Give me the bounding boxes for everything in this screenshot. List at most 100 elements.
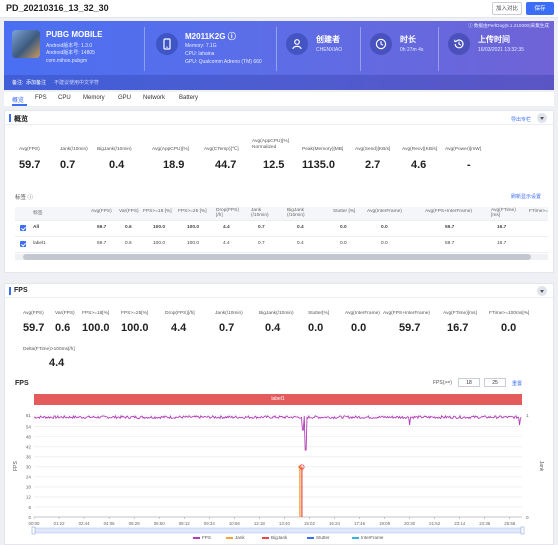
x-tick-label: 09:34 [204, 521, 216, 526]
legend-label: BigJank [271, 535, 288, 540]
column-header: Drop(FPS) [/h] [216, 208, 239, 218]
x-tick-label: 25:58 [504, 521, 516, 526]
reset-link[interactable]: 重置 [512, 381, 523, 387]
tab-cpu[interactable]: CPU [58, 95, 71, 101]
x-tick-label: 05:28 [129, 521, 141, 526]
metric-value: 12.5 [263, 159, 285, 171]
tab-memory[interactable]: Memory [83, 95, 105, 101]
creator-value: CHENXIAO [316, 47, 343, 53]
fps-threshold-input-1[interactable]: 18 [458, 378, 480, 387]
tab-overview[interactable]: 概览 [12, 98, 25, 104]
x-tick-label: 17:46 [354, 521, 366, 526]
range-slider [33, 527, 523, 534]
app-logo [12, 30, 40, 58]
creator-label: 创建者 [316, 35, 340, 44]
bigjank-event-point [299, 464, 305, 470]
chart-title: FPS [15, 380, 29, 387]
app-build: Android版本号: 14805 [46, 50, 95, 56]
metric-value: 0.6 [55, 322, 71, 334]
y-tick-label: 6 [28, 505, 31, 510]
row-checkbox[interactable] [20, 225, 26, 231]
table-row[interactable]: All 59.7 0.6 100.0 100.0 4.4 0.7 0.4 0.0… [15, 221, 548, 237]
legend-item-stutter[interactable]: Stutter [307, 535, 330, 540]
metric-label: Delta(FTime)>100ms[/h] [23, 347, 75, 352]
table-cell: 4.4 [223, 225, 230, 230]
column-header: Avg(FPS+InterFrame) [425, 209, 472, 214]
page-title: PD_20210316_13_32_30 [6, 3, 109, 13]
y-tick-label: 24 [26, 475, 32, 480]
label-section-title: 标签 ⓘ [15, 195, 34, 201]
table-cell: 16.7 [497, 225, 507, 230]
metric-value: - [467, 159, 471, 171]
x-tick-label: 23:14 [454, 521, 466, 526]
metric-label: Stutter[%] [308, 311, 330, 316]
y-tick-label: 42 [26, 445, 32, 450]
metric-label: Drop(FPS)[/h] [165, 311, 195, 316]
legend-label: Jank [235, 535, 245, 540]
phone-icon [156, 33, 178, 55]
remark-input[interactable]: 添加备注 [26, 79, 47, 86]
legend-swatch [307, 536, 314, 539]
row-checkbox[interactable] [20, 241, 26, 247]
legend-item-jank[interactable]: Jank [226, 535, 245, 540]
legend-item-bigjank[interactable]: BigJank [262, 535, 287, 540]
history-icon [448, 33, 470, 55]
table-cell: 0.0 [340, 225, 347, 230]
metric-label: Avg(FPS+InterFrame) [383, 311, 430, 316]
tab-gpu[interactable]: GPU [118, 95, 132, 101]
overview-card: 概览 导出专栏 Avg(FPS) 59.7 Jank(/10min) 0.7 B… [4, 110, 554, 273]
user-icon [286, 33, 308, 55]
clock-icon [370, 33, 392, 55]
table-cell: 0.6 [125, 241, 132, 246]
y-tick-label: 12 [26, 495, 32, 500]
save-button[interactable]: 保存 [526, 2, 554, 15]
duration-value: 0h 27m 4s [400, 47, 424, 53]
metric-label: Avg(Power)[mW] [445, 147, 482, 152]
collapse-icon[interactable] [537, 113, 547, 123]
y-tick-label: 0 [28, 515, 31, 520]
metric-label: Avg(Send)[KB/s] [355, 147, 391, 152]
metric-value: 18.9 [163, 159, 185, 171]
legend-swatch [352, 536, 359, 539]
x-tick-label: 02:44 [79, 521, 91, 526]
legend-label: FPS [202, 535, 211, 540]
table-cell: 4.4 [223, 241, 230, 246]
range-handle-left [31, 526, 36, 535]
label-band[interactable]: label1 [34, 394, 522, 405]
table-cell: 0.0 [340, 241, 347, 246]
column-header: FTime>= [529, 209, 549, 214]
table-cell: 100.0 [153, 241, 166, 246]
legend-label: InterFrame [361, 535, 384, 540]
table-cell: 0.7 [258, 241, 265, 246]
x-tick-label: 10:56 [229, 521, 241, 526]
metric-value: 0.0 [501, 322, 517, 334]
legend-item-interframe[interactable]: InterFrame [352, 535, 383, 540]
x-tick-label: 00:00 [29, 521, 41, 526]
metric-label: BigJank(/10min) [259, 311, 294, 316]
metric-label: Avg(FPS) [19, 147, 40, 152]
column-header: FPS>=25 [%] [178, 209, 207, 214]
export-link[interactable]: 导出专栏 [510, 117, 531, 123]
banner-footer: 备注: 添加备注 不建议使用中文字符 [4, 75, 554, 90]
collapse-icon[interactable] [537, 286, 547, 296]
add-to-compare-button[interactable]: 加入对比 [492, 2, 522, 15]
refresh-display-link[interactable]: 刷新显示设置 [510, 194, 541, 200]
metric-value: 59.7 [399, 322, 421, 334]
scrollbar-thumb[interactable] [23, 254, 531, 260]
table-row[interactable]: label1 59.7 0.6 100.0 100.0 4.4 0.7 0.4 … [15, 237, 548, 253]
tab-fps[interactable]: FPS [35, 95, 47, 101]
metric-value: 59.7 [19, 159, 41, 171]
x-tick-label: 21:52 [429, 521, 441, 526]
table-scrollbar[interactable] [15, 254, 548, 260]
metric-value: 44.7 [215, 159, 237, 171]
remark-hint: 不建议使用中文字符 [54, 79, 100, 86]
tab-battery[interactable]: Battery [179, 95, 199, 101]
column-header: Jank (/10min) [251, 208, 269, 218]
column-header: BigJank (/10min) [287, 208, 305, 218]
metric-label: Avg(FPS) [23, 311, 44, 316]
fps-threshold-input-2[interactable]: 25 [484, 378, 506, 387]
y2-tick-label: 0 [526, 515, 529, 520]
y-tick-label: 48 [26, 435, 32, 440]
legend-item-fps[interactable]: FPS [193, 535, 211, 540]
tab-network[interactable]: Network [143, 95, 166, 101]
